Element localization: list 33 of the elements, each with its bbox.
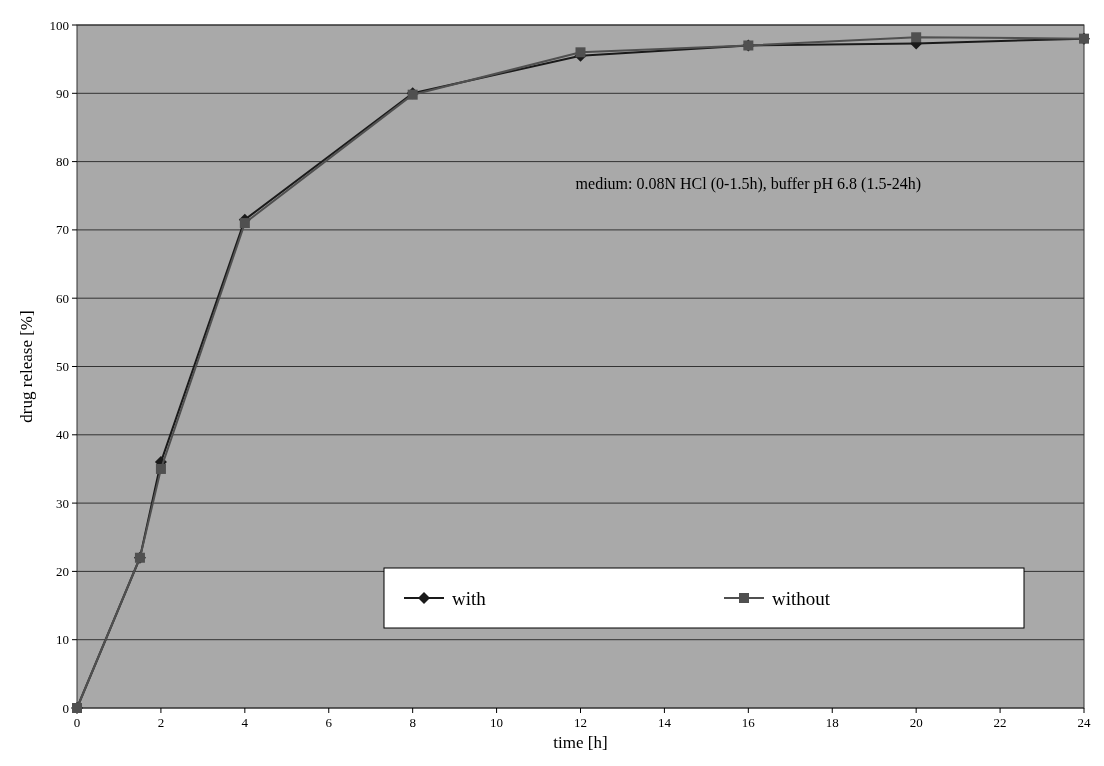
point — [239, 218, 250, 229]
x-tick-label: 4 — [241, 715, 249, 730]
x-tick-label: 10 — [490, 715, 504, 730]
x-tick-label: 12 — [574, 715, 587, 730]
legend-label: without — [772, 587, 831, 609]
y-tick-label: 90 — [56, 85, 69, 101]
y-tick-label: 20 — [56, 563, 69, 579]
y-tick-label: 100 — [49, 17, 69, 33]
y-axis-title: drug release [%] — [17, 310, 36, 423]
annotation: medium: 0.08N HCl (0-1.5h), buffer pH 6.8 (1.5-24h) — [575, 174, 922, 193]
x-tick-label: 24 — [1077, 715, 1091, 730]
x-tick-label: 6 — [325, 715, 333, 730]
x-axis-title: time [h] — [553, 733, 608, 752]
point — [911, 32, 922, 43]
legend-label: with — [452, 587, 487, 609]
y-tick-label: 0 — [62, 700, 69, 716]
x-tick-label: 8 — [409, 715, 416, 730]
x-tick-label: 16 — [741, 715, 756, 730]
x-tick-label: 0 — [73, 715, 81, 730]
y-tick-label: 30 — [56, 495, 69, 511]
y-tick-label: 80 — [56, 154, 69, 170]
x-tick-label: 18 — [825, 715, 839, 730]
x-tick-label: 22 — [993, 715, 1007, 730]
x-tick-label: 14 — [657, 715, 672, 730]
point — [155, 463, 166, 474]
y-tick-label: 50 — [56, 359, 69, 375]
point — [575, 47, 586, 58]
x-tick-label: 2 — [157, 715, 165, 730]
y-tick-label: 40 — [56, 427, 69, 443]
y-tick-label: 60 — [56, 290, 69, 306]
x-tick-label: 20 — [909, 715, 923, 730]
y-tick-label: 70 — [56, 222, 69, 238]
y-tick-label: 10 — [56, 632, 69, 648]
